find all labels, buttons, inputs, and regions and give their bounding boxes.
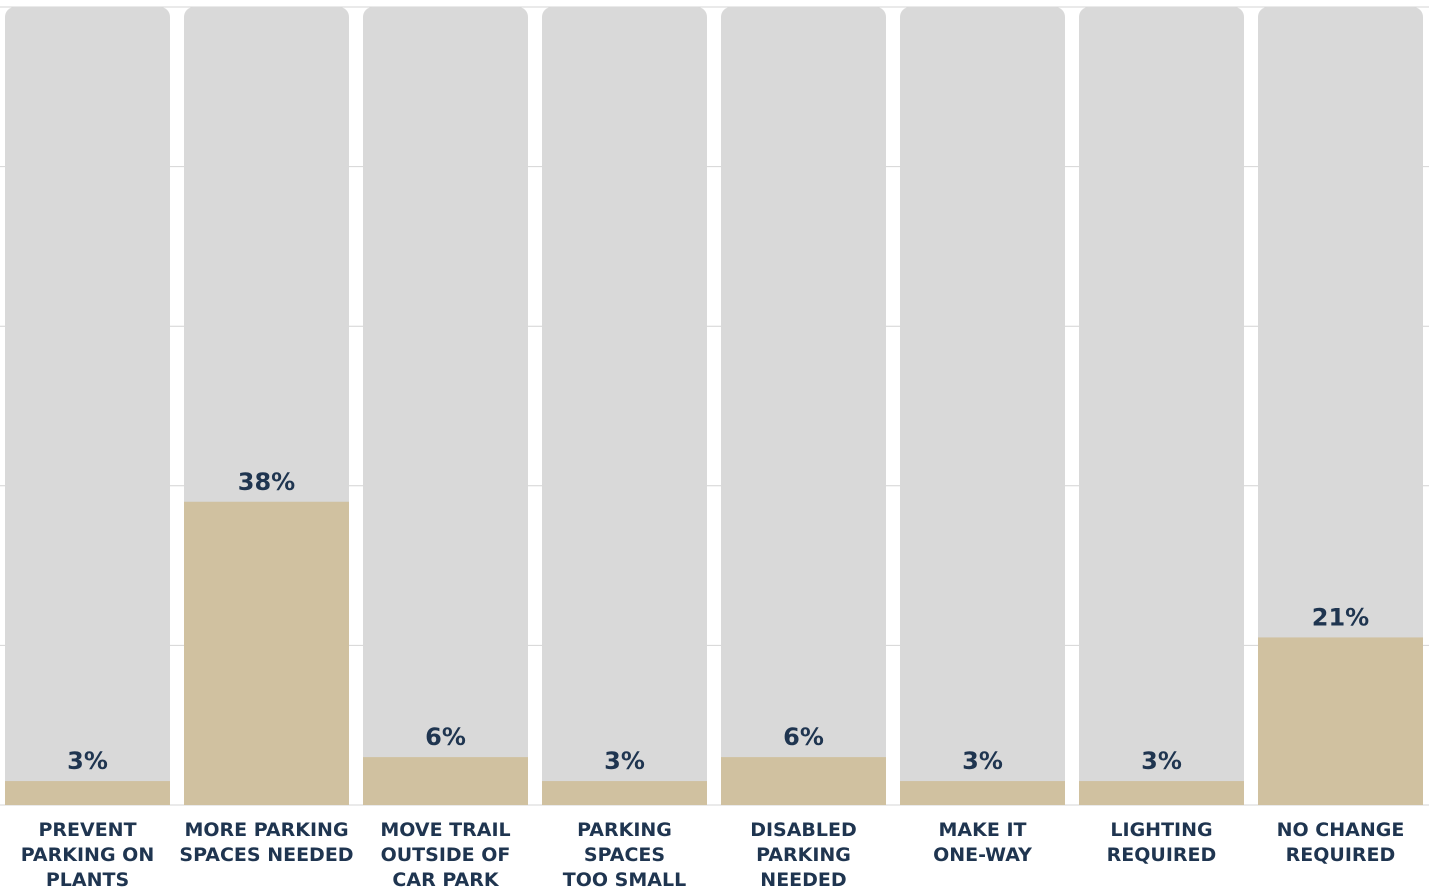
category-label: MORE PARKING SPACES NEEDED xyxy=(179,819,353,866)
category-label-line: REQUIRED xyxy=(1286,844,1396,866)
category-label: PREVENT PARKING ON PLANTS xyxy=(21,819,154,891)
category-label-line: PARKING xyxy=(577,819,672,841)
category-label-line: ONE-WAY xyxy=(933,844,1032,866)
category-label-line: SPACES xyxy=(584,844,665,866)
category-label-line: PARKING xyxy=(756,844,851,866)
bar xyxy=(1079,781,1244,805)
bar-track xyxy=(542,7,707,805)
data-label: 3% xyxy=(67,747,108,775)
data-label: 3% xyxy=(604,747,645,775)
bar xyxy=(542,781,707,805)
bar xyxy=(363,757,528,805)
data-label: 38% xyxy=(238,468,295,496)
category-label-line: TOO SMALL xyxy=(563,869,686,891)
category-label-line: PLANTS xyxy=(46,869,129,891)
category-label: PARKING SPACES TOO SMALL xyxy=(563,819,686,891)
data-label: 3% xyxy=(1141,747,1182,775)
bar xyxy=(184,501,349,805)
data-label: 6% xyxy=(425,723,466,751)
category-label-line: NO CHANGE xyxy=(1277,819,1405,841)
bar-track xyxy=(363,7,528,805)
data-label: 21% xyxy=(1312,603,1369,631)
category-label-line: NEEDED xyxy=(760,869,846,891)
category-label-line: MOVE TRAIL xyxy=(380,819,510,841)
bars: 3% 38% 6% 3% 6% 3% 3% 21% xyxy=(5,7,1423,805)
category-label-line: MAKE IT xyxy=(939,819,1027,841)
category-labels: PREVENT PARKING ON PLANTS MORE PARKING SPACE… xyxy=(21,819,1405,891)
category-label-line: MORE PARKING xyxy=(184,819,348,841)
category-label: DISABLED PARKING NEEDED xyxy=(750,819,857,891)
category-label: MOVE TRAIL OUTSIDE OF CAR PARK xyxy=(380,819,510,891)
bar-track xyxy=(721,7,886,805)
data-label: 6% xyxy=(783,723,824,751)
category-label-line: CAR PARK xyxy=(392,869,499,891)
category-label: LIGHTING REQUIRED xyxy=(1107,819,1217,866)
category-label-line: OUTSIDE OF xyxy=(381,844,511,866)
bar-track xyxy=(900,7,1065,805)
data-label: 3% xyxy=(962,747,1003,775)
category-label-line: LIGHTING xyxy=(1110,819,1212,841)
category-label: NO CHANGE REQUIRED xyxy=(1277,819,1405,866)
category-label-line: DISABLED xyxy=(750,819,857,841)
category-label-line: PARKING ON xyxy=(21,844,154,866)
category-label-line: REQUIRED xyxy=(1107,844,1217,866)
bar-track xyxy=(1258,7,1423,805)
bar-track xyxy=(5,7,170,805)
category-label: MAKE IT ONE-WAY xyxy=(933,819,1032,866)
bar-track xyxy=(1079,7,1244,805)
bar xyxy=(1258,637,1423,805)
bar xyxy=(900,781,1065,805)
bar xyxy=(721,757,886,805)
category-label-line: SPACES NEEDED xyxy=(179,844,353,866)
category-label-line: PREVENT xyxy=(38,819,136,841)
bar xyxy=(5,781,170,805)
